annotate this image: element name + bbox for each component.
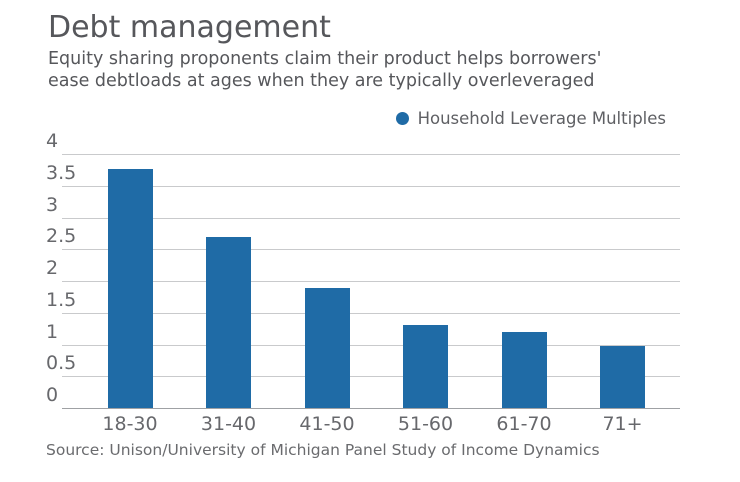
bar-61-70	[501, 332, 547, 408]
gridline-y-3.5	[62, 185, 680, 187]
chart-subtitle: Equity sharing proponents claim their pr…	[48, 49, 601, 92]
bar-41-50	[304, 288, 350, 408]
y-tick-label: 3	[46, 193, 59, 216]
y-tick-label: 2.5	[46, 225, 77, 248]
gridline-y-2.5	[62, 249, 680, 251]
gridline-y-4	[62, 154, 680, 155]
x-tick-label: 71+	[602, 413, 643, 435]
x-axis-line	[62, 408, 680, 409]
x-tick-label: 18-30	[102, 413, 158, 435]
chart-title: Debt management	[48, 10, 331, 45]
y-tick-label: 4	[46, 130, 59, 152]
legend: Household Leverage Multiples	[395, 109, 666, 128]
bar-71+	[600, 345, 645, 408]
y-tick-label: 0	[46, 384, 59, 406]
y-tick-label: 2	[46, 257, 59, 279]
gridline-y-3	[62, 217, 680, 219]
legend-dot-icon	[395, 112, 409, 125]
plot-area	[62, 154, 680, 409]
bar-51-60	[403, 325, 448, 408]
y-tick-label: 3.5	[46, 161, 77, 184]
chart-subtitle-line1: Equity sharing proponents claim their pr…	[48, 49, 602, 69]
gridline-y-1.5	[62, 312, 680, 314]
chart-subtitle-line2: ease debtloads at ages when they are typ…	[48, 70, 595, 91]
y-tick-label: 0.5	[46, 352, 77, 375]
bar-31-40	[206, 236, 251, 408]
y-tick-label: 1	[46, 320, 59, 343]
gridline-y-0.5	[62, 376, 680, 378]
gridline-y-1	[62, 344, 680, 346]
x-tick-label: 61-70	[496, 413, 552, 435]
legend-label: Household Leverage Multiples	[417, 109, 666, 128]
x-tick-label: 41-50	[299, 413, 355, 435]
x-tick-label: 51-60	[397, 413, 454, 435]
x-tick-label: 31-40	[200, 413, 257, 435]
bar-18-30	[107, 168, 153, 408]
y-tick-label: 1.5	[46, 288, 77, 311]
gridline-y-2	[62, 281, 680, 282]
source-note: Source: Unison/University of Michigan Pa…	[46, 441, 600, 459]
